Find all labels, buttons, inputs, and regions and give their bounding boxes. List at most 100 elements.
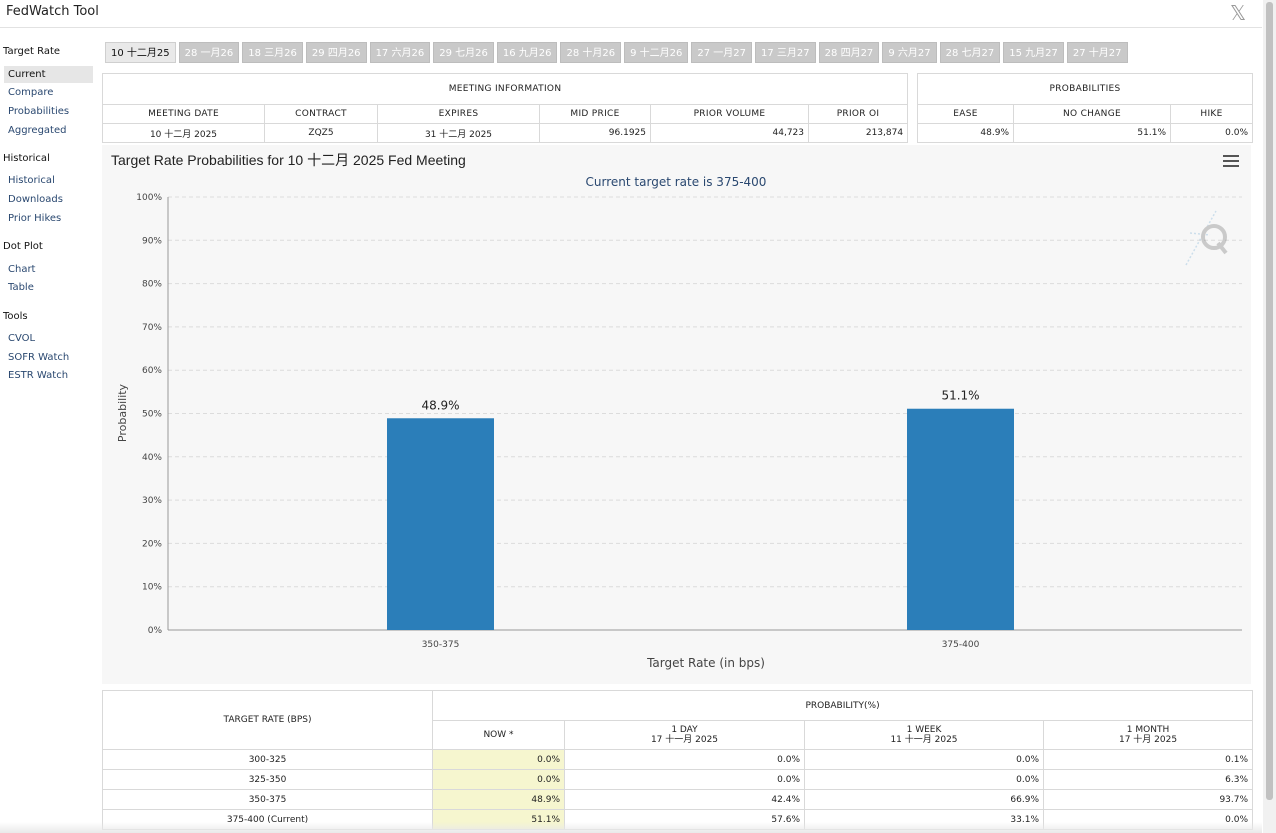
one-week-cell: 0.0% [804, 749, 1044, 770]
bar [907, 408, 1014, 630]
one-week-cell: 66.9% [804, 789, 1044, 810]
col-1-week-label: 1 WEEK [906, 725, 942, 735]
tab-meeting[interactable]: 29 四月26 [305, 42, 367, 63]
sidebar-item-downloads[interactable]: Downloads [8, 194, 63, 205]
chart-x-axis-label: Target Rate (in bps) [646, 656, 765, 670]
x-tick-label: 350-375 [422, 640, 460, 650]
probabilities-summary-table: PROBABILITIES EASE NO CHANGE HIKE 48.9% … [916, 73, 1254, 143]
sidebar-item-estr-watch[interactable]: ESTR Watch [8, 370, 69, 381]
y-tick-label: 60% [142, 366, 162, 376]
y-tick-label: 40% [142, 453, 162, 463]
chart-panel: Target Rate Probabilities for 10 十二月 202… [102, 145, 1251, 684]
page-bottom-fade [0, 822, 1262, 833]
expires-value: 31 十二月 2025 [377, 123, 540, 143]
chart-y-axis-ticks: 0% 10% 20% 30% 40% 50% 60% 70% 80% 90% 100% [136, 193, 162, 636]
app-title: FedWatch Tool [6, 4, 99, 19]
col-1-month-date: 17 十月 2025 [1118, 735, 1178, 745]
meeting-information-table: MEETING INFORMATION MEETING DATE CONTRAC… [101, 73, 909, 143]
bar-data-label: 48.9% [421, 398, 459, 412]
sidebar-item-table[interactable]: Table [8, 282, 34, 293]
probabilities-heading: PROBABILITIES [916, 73, 1254, 105]
col-target-rate-bps: TARGET RATE (BPS) [102, 690, 433, 750]
chart-menu-icon[interactable] [1223, 155, 1239, 169]
y-tick-label: 100% [136, 193, 162, 203]
col-ease: EASE [917, 104, 1014, 124]
tab-meeting[interactable]: 17 三月27 [755, 42, 816, 63]
col-mid-price: MID PRICE [539, 104, 651, 124]
col-no-change: NO CHANGE [1013, 104, 1171, 124]
tab-meeting[interactable]: 9 十二月26 [624, 42, 689, 63]
one-day-cell: 0.0% [564, 749, 805, 770]
tab-meeting[interactable]: 28 七月27 [939, 42, 1001, 63]
meeting-date-tabs: 10 十二月25 28 一月26 18 三月26 29 四月26 17 六月26… [105, 42, 1131, 63]
col-1-month: 1 MONTH 17 十月 2025 [1042, 720, 1254, 750]
header: FedWatch Tool 𝕏 [0, 0, 1262, 28]
one-month-cell: 6.3% [1042, 769, 1254, 790]
x-tick-label: 375-400 [942, 640, 980, 650]
tab-meeting[interactable]: 9 六月27 [882, 42, 937, 63]
col-1-day-date: 17 十一月 2025 [650, 735, 719, 745]
probability-history-table: TARGET RATE (BPS) PROBABILITY(%) NOW * 1… [102, 690, 1254, 830]
tab-meeting[interactable]: 18 三月26 [242, 42, 303, 63]
table-row: 325-350 0.0% 0.0% 0.0% 6.3% [102, 769, 1254, 790]
one-week-cell: 0.0% [804, 769, 1044, 790]
y-tick-label: 90% [142, 236, 162, 246]
sidebar-group-dot-plot: Dot Plot [3, 241, 43, 252]
col-prior-volume: PRIOR VOLUME [650, 104, 809, 124]
tab-meeting[interactable]: 15 九月27 [1003, 42, 1064, 63]
chart-gridlines [167, 196, 1242, 631]
table-row: 300-325 0.0% 0.0% 0.0% 0.1% [102, 749, 1254, 770]
one-day-cell: 0.0% [564, 769, 805, 790]
one-day-cell: 42.4% [564, 789, 805, 810]
tab-meeting[interactable]: 28 十月26 [560, 42, 622, 63]
tab-meeting[interactable]: 28 四月27 [818, 42, 880, 63]
tab-meeting[interactable]: 16 九月26 [496, 42, 558, 63]
col-expires: EXPIRES [377, 104, 540, 124]
tab-meeting[interactable]: 27 一月27 [691, 42, 753, 63]
now-cell: 0.0% [432, 769, 565, 790]
bar [387, 418, 494, 630]
sidebar-item-aggregated[interactable]: Aggregated [8, 125, 67, 136]
col-now: NOW * [432, 720, 565, 750]
mid-price-value: 96.1925 [539, 123, 651, 143]
col-contract: CONTRACT [264, 104, 378, 124]
col-1-day: 1 DAY 17 十一月 2025 [564, 720, 805, 750]
col-meeting-date: MEETING DATE [102, 104, 265, 124]
sidebar-group-historical: Historical [3, 153, 50, 164]
col-now-label: NOW * [483, 730, 514, 740]
y-tick-label: 10% [142, 583, 162, 593]
target-rate-cell: 325-350 [102, 769, 433, 790]
sidebar-item-sofr-watch[interactable]: SOFR Watch [8, 352, 70, 363]
col-1-day-label: 1 DAY [671, 725, 698, 735]
col-1-week: 1 WEEK 11 十一月 2025 [804, 720, 1044, 750]
bar-data-label: 51.1% [941, 389, 979, 403]
prior-volume-value: 44,723 [650, 123, 809, 143]
sidebar-item-compare[interactable]: Compare [8, 87, 54, 98]
target-rate-cell: 350-375 [102, 789, 433, 810]
sidebar-item-cvol[interactable]: CVOL [8, 333, 36, 344]
tab-meeting[interactable]: 28 一月26 [178, 42, 240, 63]
tab-meeting[interactable]: 29 七月26 [433, 42, 494, 63]
sidebar-item-current[interactable]: Current [4, 66, 93, 83]
scrollbar-thumb[interactable] [1266, 2, 1273, 800]
one-month-cell: 0.1% [1042, 749, 1254, 770]
sidebar-item-prior-hikes[interactable]: Prior Hikes [8, 213, 62, 224]
vertical-scrollbar[interactable] [1263, 0, 1276, 833]
col-prior-oi: PRIOR OI [807, 104, 909, 124]
meeting-info-heading: MEETING INFORMATION [101, 73, 909, 105]
tab-meeting[interactable]: 10 十二月25 [105, 42, 176, 63]
close-icon[interactable]: 𝕏 [1230, 1, 1247, 25]
target-rate-cell: 300-325 [102, 749, 433, 770]
tab-meeting[interactable]: 27 十月27 [1066, 42, 1128, 63]
sidebar-item-chart[interactable]: Chart [8, 264, 36, 275]
sidebar-item-probabilities[interactable]: Probabilities [8, 106, 70, 117]
now-cell: 48.9% [432, 789, 565, 810]
sidebar-item-historical[interactable]: Historical [8, 175, 55, 186]
col-hike: HIKE [1169, 104, 1254, 124]
y-tick-label: 80% [142, 280, 162, 290]
meeting-date-value: 10 十二月 2025 [102, 123, 265, 143]
tab-meeting[interactable]: 17 六月26 [369, 42, 431, 63]
probability-bar-chart: Target Rate Probabilities for 10 十二月 202… [111, 152, 1242, 670]
y-tick-label: 0% [148, 626, 163, 636]
no-change-value: 51.1% [1013, 123, 1171, 143]
